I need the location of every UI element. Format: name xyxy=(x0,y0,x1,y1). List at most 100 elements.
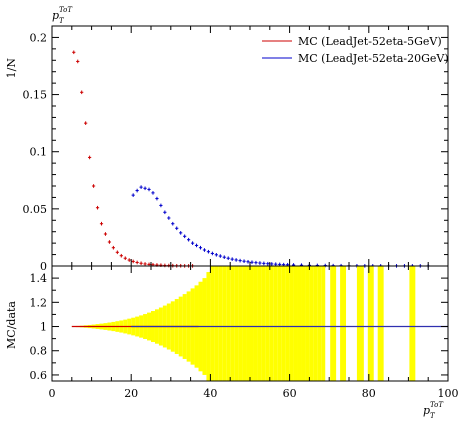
main-y-tick-label: 0.1 xyxy=(30,146,48,159)
ratio-band-bin xyxy=(357,266,364,381)
data-point-series-1 xyxy=(135,188,139,193)
data-point-series-0 xyxy=(131,259,135,264)
data-point-series-0 xyxy=(127,258,131,262)
data-point-series-1 xyxy=(218,254,222,258)
legend-label-5gev: MC (LeadJet-52eta-5GeV) xyxy=(298,35,442,48)
ratio-band-bin xyxy=(277,266,282,381)
data-point-series-0 xyxy=(95,205,100,210)
data-point-series-1 xyxy=(143,186,147,191)
data-point-series-0 xyxy=(135,260,139,265)
top-label-sup: ToT xyxy=(59,6,73,14)
ratio-band-bin xyxy=(313,266,318,381)
ratio-x-tick-label: 40 xyxy=(203,387,217,400)
data-point-series-0 xyxy=(88,155,92,160)
data-point-series-1 xyxy=(163,210,167,215)
top-axis-label: p T ToT xyxy=(52,6,73,25)
legend: MC (LeadJet-52eta-5GeV) MC (LeadJet-52et… xyxy=(262,35,449,65)
main-y-tick-label: 0.05 xyxy=(23,203,48,216)
main-y-tick-label: 0 xyxy=(40,260,47,273)
ratio-band-bin xyxy=(281,266,286,381)
ratio-band-bin xyxy=(265,266,270,381)
ratio-y-tick-label: 1.4 xyxy=(30,272,48,285)
data-point-series-1 xyxy=(151,191,155,195)
ratio-y-tick-label: 0.6 xyxy=(30,369,48,382)
ratio-band-bin xyxy=(317,266,322,381)
main-panel: 0 0.05 0.1 0.15 0.2 1/N MC (LeadJet-52eta-5G… xyxy=(5,25,449,273)
data-point-series-0 xyxy=(72,50,76,55)
main-series-marks xyxy=(72,50,430,268)
ratio-band-bin xyxy=(257,266,262,381)
data-point-series-1 xyxy=(167,216,171,220)
data-point-series-1 xyxy=(274,262,278,266)
x-label-main: p xyxy=(423,404,430,417)
main-y-tick-label: 0.15 xyxy=(23,89,48,102)
data-point-series-0 xyxy=(84,121,88,125)
ratio-band-bin xyxy=(238,266,243,381)
data-point-series-1 xyxy=(234,258,238,262)
top-label-main: p xyxy=(52,9,59,22)
data-point-series-1 xyxy=(238,258,242,263)
ratio-band-bin xyxy=(285,266,290,381)
ratio-y-tick-label: 1 xyxy=(40,321,47,334)
data-point-series-0 xyxy=(139,261,143,266)
data-point-series-0 xyxy=(103,232,108,236)
data-point-series-1 xyxy=(179,231,183,235)
ratio-uncertainty-band xyxy=(71,266,416,381)
data-point-series-1 xyxy=(214,253,218,257)
ratio-band-bin xyxy=(301,266,306,381)
data-point-series-1 xyxy=(258,261,262,265)
ratio-band-bin xyxy=(330,266,337,381)
data-point-series-1 xyxy=(230,257,234,261)
data-point-series-0 xyxy=(80,90,84,95)
data-point-series-0 xyxy=(76,59,80,64)
data-point-series-0 xyxy=(123,256,127,261)
ratio-x-tick-label: 60 xyxy=(283,387,297,400)
ratio-band-bin xyxy=(409,266,416,381)
ratio-band-bin xyxy=(367,266,374,381)
ratio-x-tick-label: 100 xyxy=(438,387,459,400)
main-y-tick-label: 0.2 xyxy=(30,31,48,44)
data-point-series-1 xyxy=(262,261,266,266)
ratio-band-bin xyxy=(242,266,247,381)
data-point-series-1 xyxy=(198,245,203,250)
ratio-band-bin xyxy=(218,266,223,381)
ratio-y-tick-label: 0.8 xyxy=(30,345,48,358)
legend-label-20gev: MC (LeadJet-52eta-20GeV) xyxy=(298,52,449,65)
data-point-series-1 xyxy=(266,261,270,266)
data-point-series-1 xyxy=(250,260,254,265)
data-point-series-1 xyxy=(246,259,250,264)
top-label-sub: T xyxy=(59,17,65,25)
ratio-x-ticks: 0 20 40 60 80 100 xyxy=(49,266,459,400)
ratio-x-tick-label: 80 xyxy=(362,387,376,400)
data-point-series-0 xyxy=(91,184,96,188)
ratio-band-bin xyxy=(321,266,326,381)
ratio-band-bin xyxy=(340,266,347,381)
ratio-band-bin xyxy=(246,266,250,381)
ratio-band-bin xyxy=(377,266,384,381)
data-point-series-0 xyxy=(115,250,119,255)
ratio-band-bin xyxy=(309,266,314,381)
main-y-ticks: 0 0.05 0.1 0.15 0.2 xyxy=(23,31,448,273)
data-point-series-1 xyxy=(190,241,195,245)
ratio-band-bin xyxy=(289,266,294,381)
data-point-series-1 xyxy=(270,262,274,266)
ratio-band-bin xyxy=(297,266,302,381)
data-point-series-1 xyxy=(206,249,211,254)
ratio-band-bin xyxy=(214,266,219,381)
data-point-series-1 xyxy=(202,248,207,252)
ratio-y-ticks: 0.6 0.8 1 1.2 1.4 xyxy=(30,265,448,382)
ratio-band-bin xyxy=(273,266,278,381)
data-point-series-1 xyxy=(183,234,187,239)
data-point-series-0 xyxy=(107,240,112,244)
ratio-x-tick-label: 0 xyxy=(49,387,56,400)
x-axis-label: p T ToT xyxy=(423,401,444,420)
main-y-label: 1/N xyxy=(5,58,18,79)
ratio-band-bin xyxy=(250,266,254,381)
data-point-series-1 xyxy=(187,237,191,242)
main-x-ticks xyxy=(51,26,449,266)
data-point-series-1 xyxy=(171,221,175,226)
ratio-panel: 0.6 0.8 1 1.2 1.4 0 20 40 60 80 100 MC/data xyxy=(5,265,459,400)
ratio-band-bin xyxy=(305,266,310,381)
ratio-band-bin xyxy=(253,266,258,381)
x-label-sub: T xyxy=(430,412,436,420)
